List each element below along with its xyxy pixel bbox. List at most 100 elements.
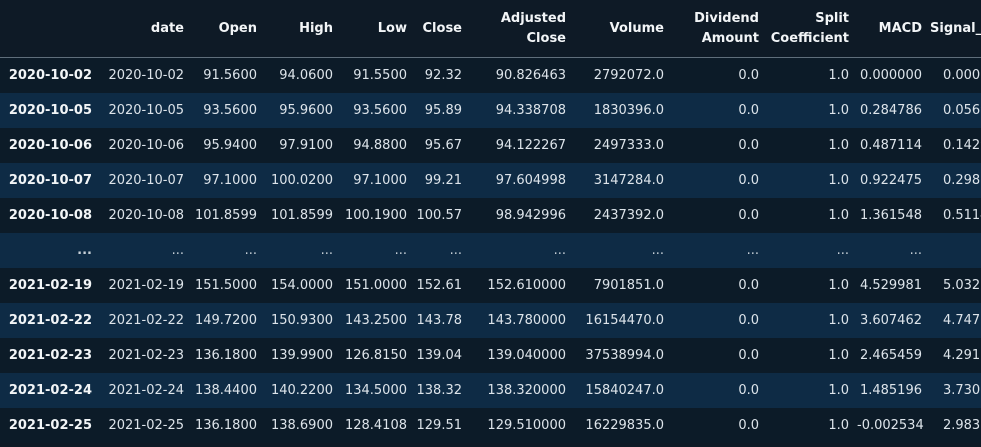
- table-cell: ...: [449, 243, 462, 258]
- table-cell: 100.0200: [270, 173, 333, 188]
- row-index: 2020-10-07: [8, 173, 92, 188]
- table-cell: 1.0: [828, 208, 849, 223]
- table-cell: 4.291268: [942, 348, 981, 363]
- table-cell: 0.142989: [942, 138, 981, 153]
- table-cell: 138.32: [416, 383, 463, 398]
- table-row: 2021-02-25 2021-02-25 136.1800 138.6900 128.…: [0, 408, 981, 443]
- row-index: 2021-02-24: [8, 383, 92, 398]
- table-cell: 0.0: [738, 103, 759, 118]
- table-row: 2021-02-19 2021-02-19 151.5000 154.0000 151.…: [0, 268, 981, 303]
- table-cell: 151.0000: [344, 278, 407, 293]
- table-cell: 7901851.0: [593, 278, 664, 293]
- table-cell: 2.983536: [942, 418, 981, 433]
- table-cell: 0.0: [738, 278, 759, 293]
- table-cell: 126.8150: [344, 348, 407, 363]
- table-cell: 0.0: [738, 313, 759, 328]
- row-index: 2021-02-23: [8, 348, 92, 363]
- table-cell: 16154470.0: [585, 313, 664, 328]
- table-cell: 37538994.0: [585, 348, 664, 363]
- table-cell: 4.529981: [859, 278, 922, 293]
- table-cell: ...: [244, 243, 257, 258]
- column-header: Dividend Amount: [672, 0, 767, 58]
- column-header: date: [100, 0, 192, 58]
- table-cell: 94.0600: [279, 68, 333, 83]
- table-cell: 0.0: [738, 68, 759, 83]
- table-row: 2020-10-06 2020-10-06 95.9400 97.9100 94.880…: [0, 128, 981, 163]
- table-cell: 1.0: [828, 383, 849, 398]
- table-cell: 1830396.0: [593, 103, 664, 118]
- table-cell: 0.0: [738, 383, 759, 398]
- table-cell: 0.0: [738, 208, 759, 223]
- table-cell: 2021-02-22: [108, 313, 184, 328]
- table-cell: 143.78: [416, 313, 463, 328]
- row-index: ...: [77, 243, 92, 258]
- table-row: 2021-02-22 2021-02-22 149.7200 150.9300 143.…: [0, 303, 981, 338]
- column-header: Volume: [574, 0, 672, 58]
- table-cell: ...: [836, 243, 849, 258]
- table-cell: ...: [746, 243, 759, 258]
- table-cell: 3.607462: [859, 313, 922, 328]
- table-cell: 99.21: [424, 173, 462, 188]
- table-cell: 138.4400: [194, 383, 257, 398]
- table-cell: 0.922475: [859, 173, 922, 188]
- table-cell: 97.9100: [279, 138, 333, 153]
- row-index: 2020-10-06: [8, 138, 92, 153]
- table-cell: 101.8599: [270, 208, 333, 223]
- table-cell: ...: [553, 243, 566, 258]
- table-cell: 0.298886: [942, 173, 981, 188]
- table-row: 2020-10-07 2020-10-07 97.1000 100.0200 97.10…: [0, 163, 981, 198]
- table-cell: 2020-10-07: [108, 173, 184, 188]
- row-index: 2020-10-08: [8, 208, 92, 223]
- table-cell: 1.0: [828, 313, 849, 328]
- table-cell: 95.89: [424, 103, 462, 118]
- table-cell: 138.6900: [270, 418, 333, 433]
- table-cell: 2792072.0: [593, 68, 664, 83]
- table-cell: 0.056957: [942, 103, 981, 118]
- table-cell: 129.510000: [487, 418, 566, 433]
- table-cell: 0.487114: [859, 138, 922, 153]
- table-row: ....................................: [0, 233, 981, 268]
- table-row: 2021-02-23 2021-02-23 136.1800 139.9900 126.…: [0, 338, 981, 373]
- table-cell: 139.040000: [487, 348, 566, 363]
- table-cell: 2020-10-08: [108, 208, 184, 223]
- table-cell: 98.942996: [495, 208, 566, 223]
- table-cell: 0.000000: [859, 68, 922, 83]
- table-cell: 16229835.0: [585, 418, 664, 433]
- column-header: Close: [415, 0, 470, 58]
- table-cell: 143.2500: [344, 313, 407, 328]
- table-cell: 94.338708: [495, 103, 566, 118]
- table-cell: 154.0000: [270, 278, 333, 293]
- column-header: High: [265, 0, 341, 58]
- row-index: 2021-02-25: [8, 418, 92, 433]
- table-cell: 1.0: [828, 278, 849, 293]
- table-row: 2021-02-24 2021-02-24 138.4400 140.2200 134.…: [0, 373, 981, 408]
- column-header: Low: [341, 0, 415, 58]
- table-cell: 134.5000: [344, 383, 407, 398]
- table-cell: 3.730053: [942, 383, 981, 398]
- row-index: 2021-02-19: [8, 278, 92, 293]
- table-cell: 2020-10-06: [108, 138, 184, 153]
- table-cell: 136.1800: [194, 418, 257, 433]
- table-cell: 0.000000: [942, 68, 981, 83]
- table-cell: 2497333.0: [593, 138, 664, 153]
- row-index: 2020-10-05: [8, 103, 92, 118]
- table-cell: 100.1900: [344, 208, 407, 223]
- table-cell: 128.4108: [344, 418, 407, 433]
- table-cell: 94.8800: [353, 138, 407, 153]
- table-cell: 2020-10-02: [108, 68, 184, 83]
- table-cell: 136.1800: [194, 348, 257, 363]
- table-body: 2020-10-02 2020-10-02 91.5600 94.0600 91.550…: [0, 57, 981, 443]
- table-cell: 1.0: [828, 103, 849, 118]
- table-cell: 93.5600: [203, 103, 257, 118]
- table-cell: 91.5600: [203, 68, 257, 83]
- table-cell: 97.604998: [495, 173, 566, 188]
- table-cell: 140.2200: [270, 383, 333, 398]
- table-cell: 2437392.0: [593, 208, 664, 223]
- table-cell: 138.320000: [487, 383, 566, 398]
- column-header: Open: [192, 0, 265, 58]
- table-cell: 1.0: [828, 418, 849, 433]
- table-row: 2020-10-02 2020-10-02 91.5600 94.0600 91.550…: [0, 57, 981, 93]
- table-cell: 93.5600: [353, 103, 407, 118]
- column-header: Adjusted Close: [470, 0, 574, 58]
